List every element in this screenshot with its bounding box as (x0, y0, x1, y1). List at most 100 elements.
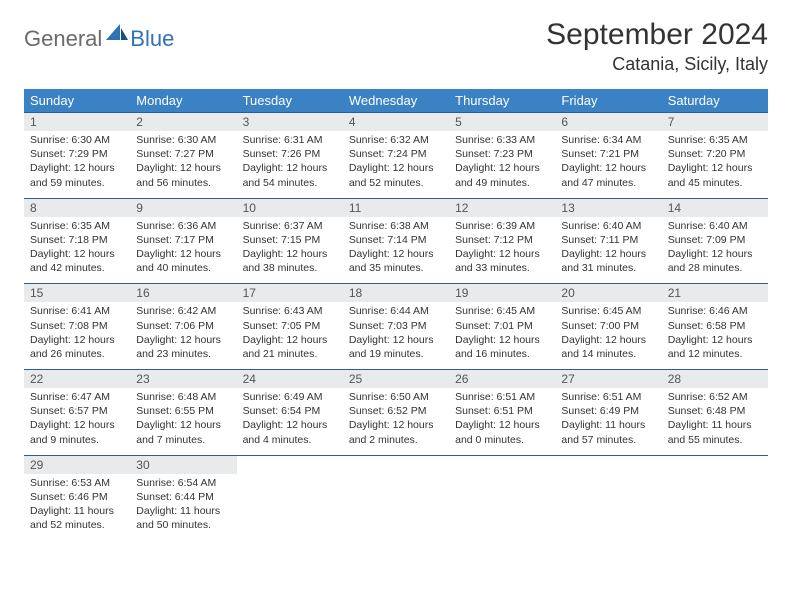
logo: General Blue (24, 18, 174, 53)
day-detail-line: and 31 minutes. (561, 261, 655, 275)
day-detail-line: and 16 minutes. (455, 347, 549, 361)
day-detail-line: and 7 minutes. (136, 433, 230, 447)
day-header-row: Sunday Monday Tuesday Wednesday Thursday… (24, 89, 768, 113)
day-detail-line: Sunrise: 6:42 AM (136, 304, 230, 318)
day-header: Sunday (24, 89, 130, 113)
day-number: 27 (555, 370, 661, 388)
day-detail-line: Sunset: 7:17 PM (136, 233, 230, 247)
day-details: Sunrise: 6:41 AMSunset: 7:08 PMDaylight:… (24, 302, 130, 369)
calendar-day: 26Sunrise: 6:51 AMSunset: 6:51 PMDayligh… (449, 370, 555, 456)
calendar-day: 4Sunrise: 6:32 AMSunset: 7:24 PMDaylight… (343, 113, 449, 199)
day-number: 1 (24, 113, 130, 131)
day-number: 25 (343, 370, 449, 388)
day-detail-line: and 33 minutes. (455, 261, 549, 275)
day-number: 19 (449, 284, 555, 302)
day-detail-line: Daylight: 12 hours (243, 247, 337, 261)
day-details: Sunrise: 6:52 AMSunset: 6:48 PMDaylight:… (662, 388, 768, 455)
day-number: 13 (555, 199, 661, 217)
day-detail-line: Sunset: 7:29 PM (30, 147, 124, 161)
day-number: 26 (449, 370, 555, 388)
day-detail-line: Sunset: 7:23 PM (455, 147, 549, 161)
day-number: 5 (449, 113, 555, 131)
calendar-day: 5 Sunrise: 6:33 AMSunset: 7:23 PMDaylight… (449, 113, 555, 199)
day-detail-line: Sunset: 6:52 PM (349, 404, 443, 418)
day-detail-line: Sunrise: 6:53 AM (30, 476, 124, 490)
day-detail-line: Daylight: 12 hours (30, 247, 124, 261)
calendar-week: 1 Sunrise: 6:30 AMSunset: 7:29 PM Daylight… (24, 113, 768, 199)
day-detail-line: Sunrise: 6:50 AM (349, 390, 443, 404)
calendar-day: 9Sunrise: 6:36 AMSunset: 7:17 PMDaylight… (130, 198, 236, 284)
day-number: 9 (130, 199, 236, 217)
day-detail-line: Sunrise: 6:45 AM (455, 304, 549, 318)
day-details: Sunrise: 6:30 AMSunset: 7:27 PMDaylight:… (130, 131, 236, 198)
day-detail-line: and 52 minutes. (349, 176, 443, 190)
day-details: Sunrise: 6:50 AMSunset: 6:52 PMDaylight:… (343, 388, 449, 455)
day-detail-line: Daylight: 12 hours (668, 161, 762, 175)
day-detail-line: Sunset: 7:18 PM (30, 233, 124, 247)
day-details: Sunrise: 6:36 AMSunset: 7:17 PMDaylight:… (130, 217, 236, 284)
day-number: 29 (24, 456, 130, 474)
day-detail-line: and 26 minutes. (30, 347, 124, 361)
calendar-day: 25Sunrise: 6:50 AMSunset: 6:52 PMDayligh… (343, 370, 449, 456)
day-detail-line: Sunrise: 6:30 AM (30, 133, 124, 147)
day-detail-line: Daylight: 12 hours (243, 418, 337, 432)
day-detail-line: Sunrise: 6:49 AM (243, 390, 337, 404)
day-number: 22 (24, 370, 130, 388)
day-detail-line: Sunrise: 6:40 AM (668, 219, 762, 233)
day-detail-line: Sunset: 6:58 PM (668, 319, 762, 333)
day-detail-line: Sunset: 6:57 PM (30, 404, 124, 418)
day-detail-line: Sunset: 6:44 PM (136, 490, 230, 504)
day-detail-line: and 42 minutes. (30, 261, 124, 275)
day-detail-line: Sunrise: 6:51 AM (455, 390, 549, 404)
day-detail-line: Sunrise: 6:33 AM (455, 133, 549, 147)
day-detail-line: and 40 minutes. (136, 261, 230, 275)
day-detail-line: Sunrise: 6:46 AM (668, 304, 762, 318)
day-details: Sunrise: 6:39 AMSunset: 7:12 PMDaylight:… (449, 217, 555, 284)
day-number: 7 (662, 113, 768, 131)
day-detail-line: Sunset: 7:27 PM (136, 147, 230, 161)
calendar-day (555, 455, 661, 540)
day-detail-line: Sunset: 7:15 PM (243, 233, 337, 247)
day-detail-line: and 47 minutes. (561, 176, 655, 190)
day-detail-line: Daylight: 12 hours (243, 333, 337, 347)
day-detail-line: Sunset: 7:24 PM (349, 147, 443, 161)
day-number: 16 (130, 284, 236, 302)
day-detail-line: Daylight: 12 hours (561, 333, 655, 347)
day-detail-line: Daylight: 12 hours (136, 333, 230, 347)
day-detail-line: and 23 minutes. (136, 347, 230, 361)
calendar-day (449, 455, 555, 540)
calendar-week: 8Sunrise: 6:35 AMSunset: 7:18 PMDaylight… (24, 198, 768, 284)
calendar-day: 19Sunrise: 6:45 AMSunset: 7:01 PMDayligh… (449, 284, 555, 370)
day-detail-line: Sunset: 6:51 PM (455, 404, 549, 418)
day-detail-line: Sunrise: 6:44 AM (349, 304, 443, 318)
day-number: 3 (237, 113, 343, 131)
day-detail-line: Sunrise: 6:37 AM (243, 219, 337, 233)
day-detail-line: Sunset: 7:12 PM (455, 233, 549, 247)
day-detail-line: Sunrise: 6:48 AM (136, 390, 230, 404)
day-detail-line: Sunset: 7:14 PM (349, 233, 443, 247)
day-details: Sunrise: 6:45 AMSunset: 7:00 PMDaylight:… (555, 302, 661, 369)
day-detail-line: and 28 minutes. (668, 261, 762, 275)
day-number: 6 (555, 113, 661, 131)
day-details: Sunrise: 6:47 AMSunset: 6:57 PMDaylight:… (24, 388, 130, 455)
day-detail-line: and 2 minutes. (349, 433, 443, 447)
calendar-day: 13Sunrise: 6:40 AMSunset: 7:11 PMDayligh… (555, 198, 661, 284)
logo-text-blue: Blue (130, 26, 174, 52)
day-detail-line: Sunrise: 6:38 AM (349, 219, 443, 233)
calendar-day (237, 455, 343, 540)
calendar-day: 10Sunrise: 6:37 AMSunset: 7:15 PMDayligh… (237, 198, 343, 284)
day-detail-line: and 55 minutes. (668, 433, 762, 447)
day-detail-line: and 12 minutes. (668, 347, 762, 361)
day-detail-line: and 21 minutes. (243, 347, 337, 361)
day-details: Sunrise: 6:45 AMSunset: 7:01 PMDaylight:… (449, 302, 555, 369)
day-number: 14 (662, 199, 768, 217)
day-detail-line: Sunset: 7:01 PM (455, 319, 549, 333)
day-header: Thursday (449, 89, 555, 113)
day-detail-line: Daylight: 12 hours (349, 333, 443, 347)
day-header: Monday (130, 89, 236, 113)
day-detail-line: Daylight: 12 hours (455, 161, 549, 175)
day-detail-line: and 14 minutes. (561, 347, 655, 361)
header: General Blue September 2024 Catania, Sic… (24, 18, 768, 75)
day-header: Tuesday (237, 89, 343, 113)
day-detail-line: Daylight: 12 hours (455, 247, 549, 261)
